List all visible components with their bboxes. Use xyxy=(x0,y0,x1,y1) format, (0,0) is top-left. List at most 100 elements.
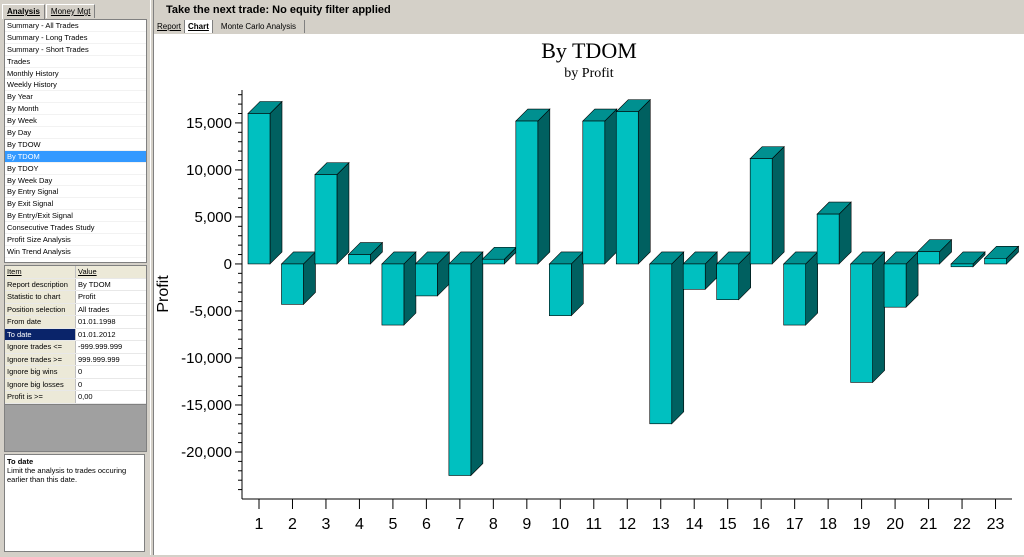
bar-side xyxy=(872,251,885,384)
x-tick-label: 4 xyxy=(355,516,364,533)
bar xyxy=(950,263,974,268)
property-row[interactable]: Profit is >= 0,00 xyxy=(5,391,146,404)
property-row[interactable]: From date 01.01.1998 xyxy=(5,316,146,329)
bar xyxy=(649,263,673,425)
bar xyxy=(281,263,304,305)
report-list-item[interactable]: By TDOM xyxy=(5,150,146,163)
bar xyxy=(314,174,338,265)
report-list-item[interactable]: Trades xyxy=(5,56,146,68)
property-value[interactable]: 999.999.999 xyxy=(78,354,120,364)
x-tick-label: 14 xyxy=(685,516,703,533)
property-row[interactable]: Ignore trades >= 999.999.999 xyxy=(5,353,146,366)
bar xyxy=(381,263,405,326)
report-list-item[interactable]: By Day xyxy=(5,127,146,139)
tab-report[interactable]: Report xyxy=(154,20,186,33)
y-tick-label: -15,000 xyxy=(181,397,232,414)
report-list-item[interactable]: By Entry Signal xyxy=(5,186,146,199)
bar-side xyxy=(470,251,484,477)
property-value[interactable]: 0 xyxy=(78,379,83,389)
header-value: Value xyxy=(76,266,146,278)
report-list-item[interactable]: By TDOY xyxy=(5,163,146,175)
report-list-item[interactable]: Profit Size Analysis xyxy=(5,234,146,246)
x-tick-label: 23 xyxy=(987,516,1005,533)
bar-side xyxy=(269,100,283,265)
properties-grid: Item Value Report description By TDOM Stat… xyxy=(4,265,147,416)
bar xyxy=(582,120,606,265)
x-tick-label: 15 xyxy=(719,516,737,533)
splitter[interactable] xyxy=(150,0,154,555)
property-row[interactable]: Report description By TDOM xyxy=(5,278,146,291)
report-list-item[interactable]: Summary - Long Trades xyxy=(5,32,146,44)
property-row[interactable]: Ignore trades <= -999.999.999 xyxy=(5,341,146,354)
property-row[interactable]: To date 01.01.2012 xyxy=(5,328,146,341)
tab-analysis[interactable]: Analysis xyxy=(2,4,45,19)
property-value[interactable]: 01.01.1998 xyxy=(78,317,116,326)
property-row[interactable]: Ignore big losses 0 xyxy=(5,378,146,391)
property-row[interactable]: Ignore big wins 0 xyxy=(5,366,146,379)
tab-monte-carlo[interactable]: Monte Carlo Analysis xyxy=(213,20,306,33)
x-tick-label: 12 xyxy=(618,516,636,533)
property-value[interactable]: By TDOM xyxy=(78,279,111,289)
y-axis-label: Profit xyxy=(155,275,172,313)
report-list-item[interactable]: Consecutive Trades Study xyxy=(5,222,146,235)
x-tick-label: 22 xyxy=(953,516,971,533)
property-row[interactable]: Position selection All trades xyxy=(5,303,146,316)
x-tick-label: 18 xyxy=(819,516,837,533)
property-key: Ignore big losses xyxy=(5,378,76,390)
chart-subtitle: by Profit xyxy=(564,66,614,81)
property-key: Ignore trades >= xyxy=(5,353,76,365)
report-list[interactable]: Summary - All Trades Summary - Long Trade… xyxy=(4,19,147,263)
property-value[interactable]: All trades xyxy=(78,304,110,314)
tab-money-mgt[interactable]: Money Mgt xyxy=(45,4,96,18)
y-tick-label: 10,000 xyxy=(186,162,232,179)
property-key: Statistic to chart xyxy=(5,291,76,303)
bar xyxy=(816,213,840,265)
help-title: To date xyxy=(7,457,34,466)
y-tick-label: -20,000 xyxy=(181,444,232,461)
report-list-item[interactable]: By Week Day xyxy=(5,175,146,187)
report-list-item[interactable]: Summary - Short Trades xyxy=(5,44,146,56)
report-list-item[interactable]: By Week xyxy=(5,115,146,128)
x-tick-label: 1 xyxy=(255,516,264,533)
x-tick-label: 7 xyxy=(455,516,464,533)
properties-header: Item Value xyxy=(5,266,146,279)
report-list-item[interactable]: By TDOW xyxy=(5,139,146,151)
report-list-item[interactable]: Monthly History xyxy=(5,68,146,80)
report-list-item[interactable]: Summary - All Trades xyxy=(5,20,146,32)
bar xyxy=(549,263,572,316)
bar xyxy=(448,263,472,476)
x-tick-label: 2 xyxy=(288,516,297,533)
property-value[interactable]: Profit xyxy=(78,292,96,301)
bar-chart: By TDOM by Profit Profit 15,000 10,000 5,000 0… xyxy=(155,38,1020,533)
bar-side xyxy=(805,251,818,326)
report-list-item[interactable]: By Entry/Exit Signal xyxy=(5,210,146,223)
x-tick-label: 19 xyxy=(853,516,871,533)
y-tick-label: 0 xyxy=(224,256,232,273)
bar xyxy=(515,120,539,265)
bar xyxy=(415,263,438,297)
report-list-item[interactable]: Win Trend Analysis xyxy=(5,246,146,258)
x-tick-label: 16 xyxy=(752,516,770,533)
property-key: To date xyxy=(5,328,76,340)
property-value[interactable]: 01.01.2012 xyxy=(78,329,116,339)
property-row[interactable]: Statistic to chart Profit xyxy=(5,291,146,304)
x-tick-label: 13 xyxy=(652,516,670,533)
report-list-item[interactable]: By Year xyxy=(5,91,146,104)
report-list-item[interactable]: By Exit Signal xyxy=(5,198,146,211)
x-tick-label: 5 xyxy=(388,516,397,533)
bar-side xyxy=(336,161,350,265)
property-value[interactable]: 0,00 xyxy=(78,392,93,401)
report-list-item[interactable]: Weekly History xyxy=(5,79,146,92)
x-tick-label: 8 xyxy=(489,516,498,533)
x-tick-label: 9 xyxy=(522,516,531,533)
bar-side xyxy=(604,108,618,265)
chart-area: By TDOM by Profit Profit 15,000 10,000 5,000 0… xyxy=(154,34,1024,555)
bar xyxy=(348,254,371,265)
property-value[interactable]: -999.999.999 xyxy=(78,342,123,351)
property-value[interactable]: 0 xyxy=(78,367,83,376)
page-title: Take the next trade: No equity filter ap… xyxy=(166,4,391,16)
bar-side xyxy=(537,108,551,265)
help-text: Limit the analysis to trades occuring ea… xyxy=(7,466,127,484)
tab-chart[interactable]: Chart xyxy=(185,20,213,33)
report-list-item[interactable]: By Month xyxy=(5,103,146,116)
